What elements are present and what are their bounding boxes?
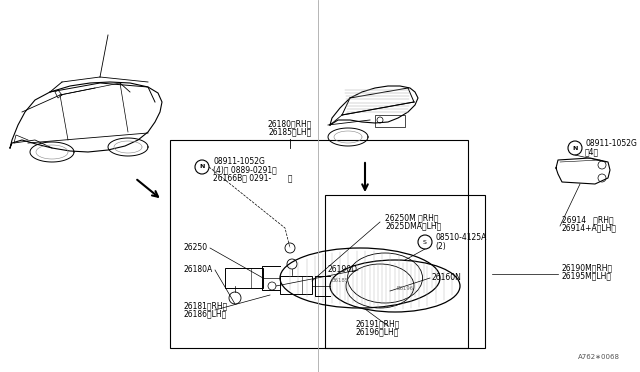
Text: 08911-1052G: 08911-1052G [213,157,265,167]
Text: A762∗0068: A762∗0068 [578,354,620,360]
Bar [225,268,263,288]
Text: 26195M〈LH〉: 26195M〈LH〉 [562,272,612,280]
Text: 26186〈LH〉: 26186〈LH〉 [183,310,227,318]
Text: 26190M〈RH〉: 26190M〈RH〉 [562,263,613,273]
Text: 26196〈LH〉: 26196〈LH〉 [355,327,398,337]
Bar [325,195,485,348]
Text: 26185〈LH〉: 26185〈LH〉 [268,127,312,136]
Bar [170,140,468,348]
Text: S: S [423,240,427,244]
Text: B6185: B6185 [332,278,349,282]
Text: 26180〈RH〉: 26180〈RH〉 [268,119,312,128]
Text: (2): (2) [435,241,445,250]
Text: 26190D: 26190D [328,266,358,275]
Bar [280,276,312,294]
Text: 26250: 26250 [183,244,207,253]
Text: N: N [199,164,205,170]
Text: N: N [572,145,578,151]
Text: 〈4〉: 〈4〉 [585,148,599,157]
Text: 26914+A〈LH〉: 26914+A〈LH〉 [562,224,617,232]
Text: 2625DMA〈LH〉: 2625DMA〈LH〉 [385,221,441,231]
Text: 26914   〈RH〉: 26914 〈RH〉 [562,215,614,224]
Text: 26180A: 26180A [183,266,212,275]
Text: 08510-4125A: 08510-4125A [435,234,486,243]
Text: 26181〈RH〉: 26181〈RH〉 [183,301,227,311]
Bar [375,115,405,127]
Text: 26166B【 0291-       】: 26166B【 0291- 】 [213,173,292,183]
Text: 08911-1052G: 08911-1052G [585,140,637,148]
Text: (4)【 0889-0291】: (4)【 0889-0291】 [213,166,276,174]
Text: 26191〈RH〉: 26191〈RH〉 [355,320,399,328]
Text: 26250M 〈RH〉: 26250M 〈RH〉 [385,214,438,222]
Text: B6196: B6196 [396,285,413,291]
Text: 26160N: 26160N [432,273,462,282]
